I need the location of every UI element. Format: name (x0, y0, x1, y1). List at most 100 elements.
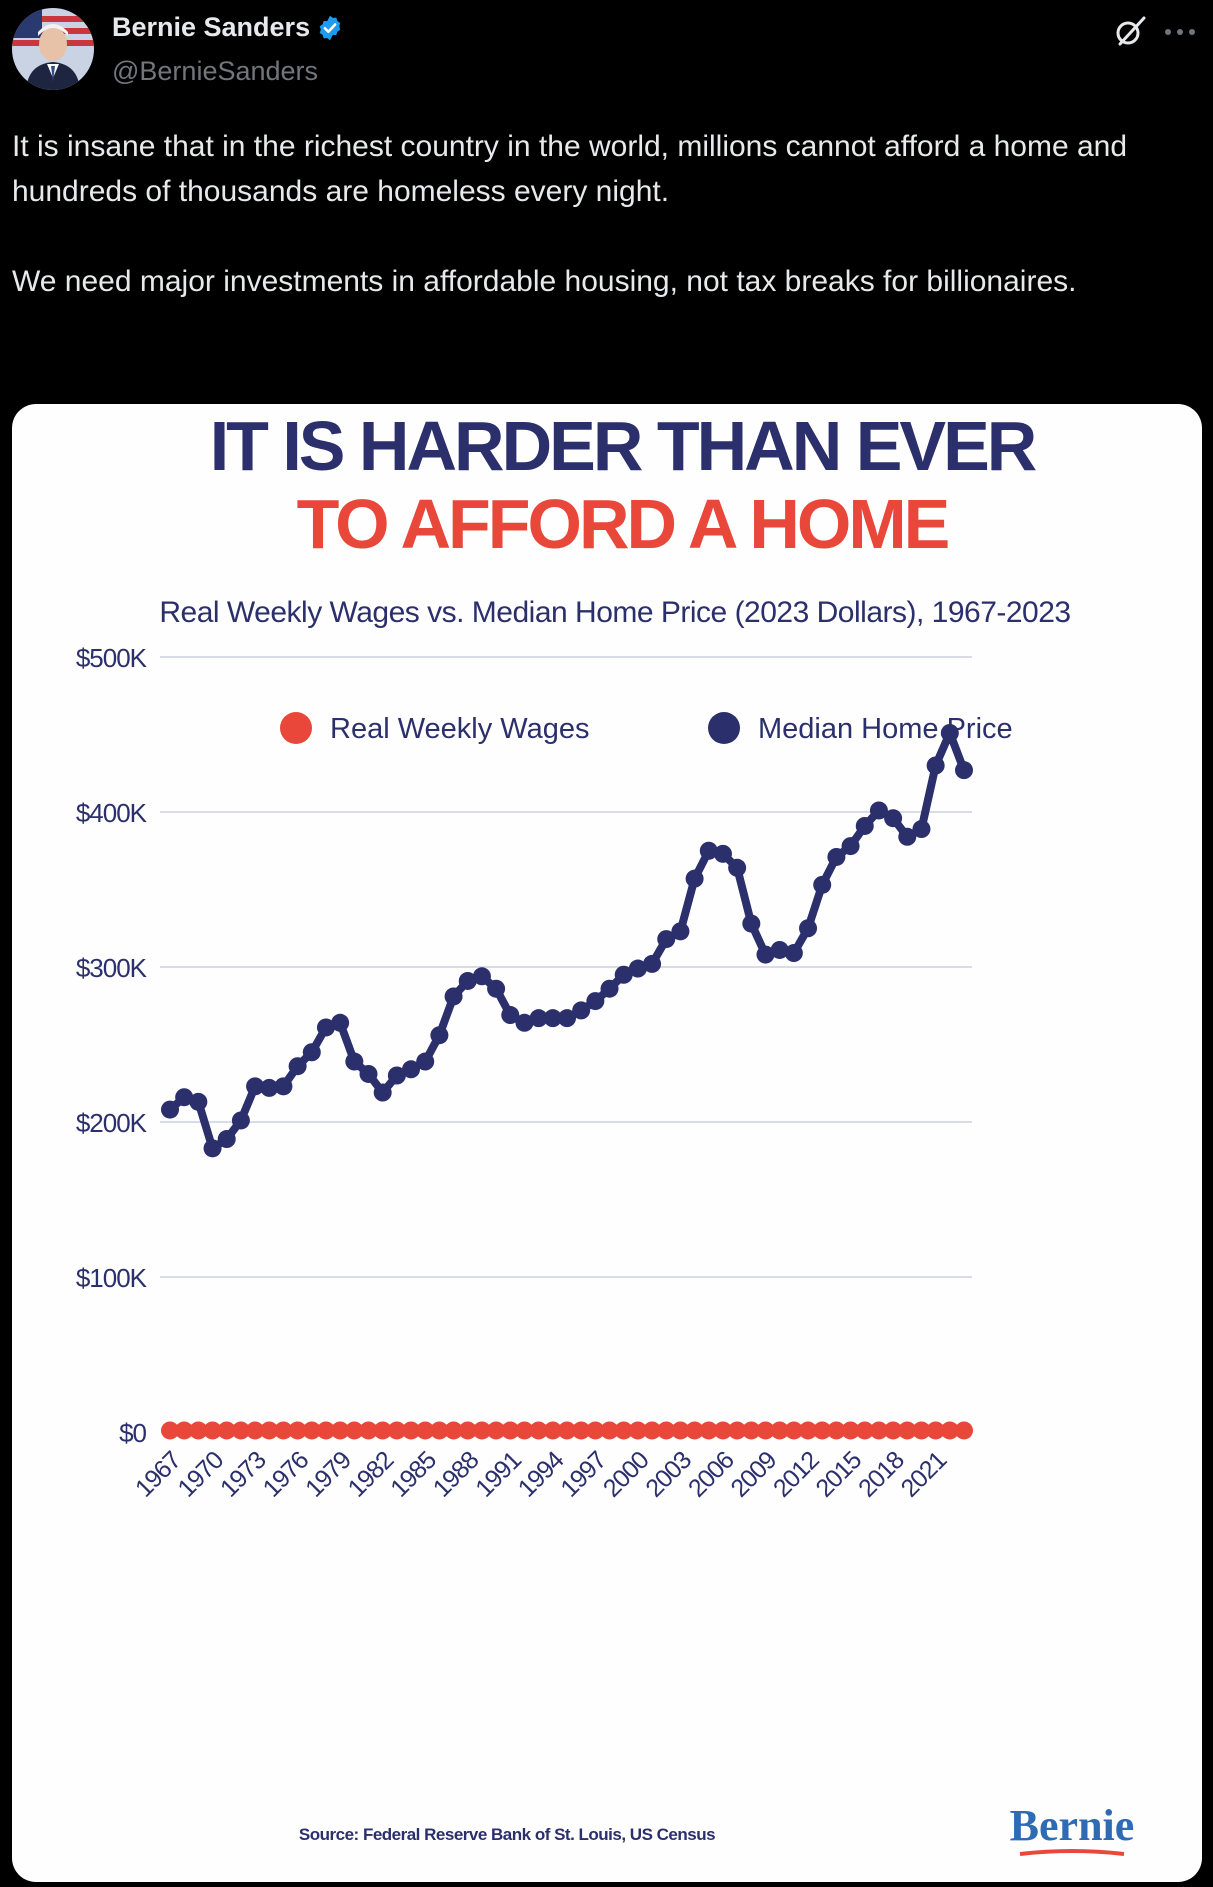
median-home-price-point (813, 875, 832, 894)
real-weekly-wages-point (373, 1421, 392, 1440)
real-weekly-wages-point (671, 1421, 690, 1440)
median-home-price-point (416, 1052, 435, 1071)
real-weekly-wages-point (827, 1421, 846, 1440)
legend-label-home-price: Median Home Price (758, 713, 1013, 745)
median-home-price-point (529, 1009, 548, 1028)
real-weekly-wages-point (572, 1421, 591, 1440)
post-paragraph: It is insane that in the richest country… (12, 130, 1128, 208)
median-home-price-point (699, 841, 718, 860)
x-tick-label: 1991 (470, 1446, 526, 1502)
real-weekly-wages-point (387, 1421, 406, 1440)
legend-label-wages: Real Weekly Wages (330, 713, 590, 745)
bernie-logo-underline (1019, 1849, 1125, 1856)
real-weekly-wages-point (586, 1421, 605, 1440)
real-weekly-wages-point (430, 1421, 449, 1440)
x-tick-label: 1979 (300, 1446, 356, 1502)
x-axis-labels: 1967197019731976197919821985198819911994… (130, 1446, 952, 1503)
median-home-price-point (742, 914, 761, 933)
median-home-price-point (614, 965, 633, 984)
real-weekly-wages-point (600, 1421, 619, 1440)
real-weekly-wages-point (614, 1421, 633, 1440)
median-home-price-point (799, 919, 818, 938)
real-weekly-wages-point (699, 1421, 718, 1440)
y-tick-label: $200K (76, 1108, 148, 1138)
median-home-price-point (600, 979, 619, 998)
median-home-price-point (274, 1077, 293, 1096)
real-weekly-wages-point (685, 1421, 704, 1440)
real-weekly-wages-point (161, 1421, 179, 1440)
real-weekly-wages-point (869, 1421, 888, 1440)
real-weekly-wages-point (175, 1421, 194, 1440)
median-home-price-point (472, 967, 491, 986)
median-home-price-point (955, 761, 973, 780)
real-weekly-wages-point (784, 1421, 803, 1440)
real-weekly-wages-point (855, 1421, 874, 1440)
x-tick-label: 1973 (215, 1446, 271, 1502)
real-weekly-wages-point (444, 1421, 463, 1440)
real-weekly-wages-point (316, 1421, 335, 1440)
median-home-price-point (770, 940, 789, 959)
y-tick-label: $300K (76, 953, 148, 983)
avatar[interactable] (12, 8, 94, 90)
real-weekly-wages-point (756, 1421, 775, 1440)
real-weekly-wages-point (402, 1421, 421, 1440)
real-weekly-wages-point (345, 1421, 364, 1440)
median-home-price-point (260, 1078, 279, 1097)
median-home-price-point (487, 979, 506, 998)
real-weekly-wages-point (728, 1421, 747, 1440)
median-home-price-point (288, 1057, 307, 1076)
x-tick-label: 2015 (811, 1446, 867, 1502)
median-home-price-point (855, 816, 874, 835)
avatar-photo (12, 8, 94, 90)
real-weekly-wages-point (940, 1421, 959, 1440)
x-tick-label: 1982 (343, 1446, 399, 1502)
real-weekly-wages-point (416, 1421, 435, 1440)
author-name[interactable]: Bernie Sanders (112, 12, 311, 42)
real-weekly-wages-point (543, 1421, 562, 1440)
author-handle[interactable]: @BernieSanders (112, 56, 319, 86)
chart-title-line2: TO AFFORD A HOME (297, 485, 948, 563)
y-tick-label: $100K (76, 1263, 148, 1293)
real-weekly-wages-point (487, 1421, 506, 1440)
median-home-price-point (657, 930, 676, 949)
real-weekly-wages-point (359, 1421, 378, 1440)
real-weekly-wages-point (472, 1421, 491, 1440)
median-home-price-point (458, 971, 477, 990)
post-paragraph: We need major investments in affordable … (12, 265, 1077, 298)
real-weekly-wages-point (231, 1421, 250, 1440)
more-options-icon[interactable] (1160, 14, 1200, 50)
median-home-price-point (685, 869, 704, 888)
median-home-price-point (586, 992, 605, 1011)
median-home-price-point (926, 756, 945, 775)
real-weekly-wages-point (926, 1421, 945, 1440)
real-weekly-wages-point (458, 1421, 477, 1440)
x-tick-label: 1985 (385, 1446, 441, 1502)
real-weekly-wages-point (955, 1421, 973, 1440)
grok-icon[interactable] (1112, 14, 1148, 50)
median-home-price-point (841, 837, 860, 856)
real-weekly-wages-point (217, 1421, 236, 1440)
post-image-card[interactable]: IT IS HARDER THAN EVER TO AFFORD A HOME … (12, 404, 1202, 1882)
median-home-price-point (387, 1066, 406, 1085)
median-home-price-point (345, 1052, 364, 1071)
real-weekly-wages-point (288, 1421, 307, 1440)
x-tick-label: 1976 (258, 1446, 314, 1502)
chart-source: Source: Federal Reserve Bank of St. Loui… (299, 1825, 715, 1844)
median-home-price-point (671, 922, 690, 941)
real-weekly-wages-point (898, 1421, 917, 1440)
median-home-price-point (558, 1009, 576, 1028)
real-weekly-wages-point (628, 1421, 647, 1440)
real-weekly-wages-point (841, 1421, 860, 1440)
real-weekly-wages-point (912, 1421, 931, 1440)
median-home-price-point (869, 801, 888, 820)
chart-gridlines (160, 656, 972, 1278)
real-weekly-wages-point (203, 1421, 222, 1440)
median-home-price-point (728, 858, 747, 877)
median-home-price-point (331, 1013, 350, 1032)
real-weekly-wages-point (331, 1421, 350, 1440)
median-home-price-point (373, 1083, 392, 1102)
real-weekly-wages-point (770, 1421, 789, 1440)
chart-title-line1: IT IS HARDER THAN EVER (210, 407, 1037, 485)
median-home-price-point (444, 987, 463, 1006)
legend-marker-home-price (708, 712, 740, 744)
